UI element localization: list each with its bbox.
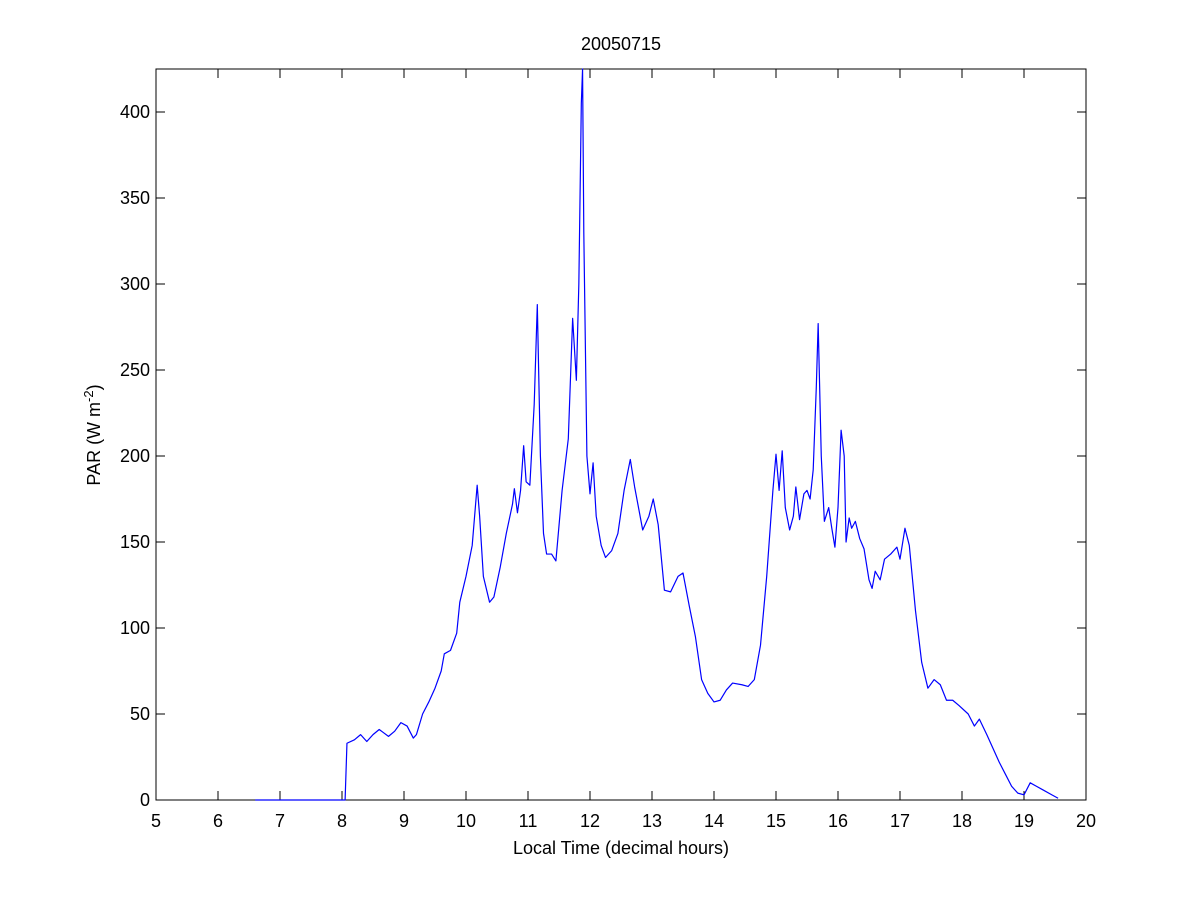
y-tick-label: 250: [120, 360, 150, 380]
x-tick-label: 14: [704, 811, 724, 831]
x-axis-label: Local Time (decimal hours): [513, 838, 729, 858]
x-tick-label: 5: [151, 811, 161, 831]
y-tick-label: 0: [140, 790, 150, 810]
x-tick-label: 9: [399, 811, 409, 831]
y-tick-label: 200: [120, 446, 150, 466]
x-tick-label: 18: [952, 811, 972, 831]
y-tick-label: 150: [120, 532, 150, 552]
x-tick-label: 17: [890, 811, 910, 831]
y-axis-label-suffix: ): [84, 384, 104, 390]
x-tick-label: 6: [213, 811, 223, 831]
x-tick-label: 12: [580, 811, 600, 831]
y-tick-label: 50: [130, 704, 150, 724]
y-axis-label: PAR (W m-2): [81, 384, 104, 485]
y-axis-label-superscript: -2: [81, 390, 96, 402]
x-tick-label: 19: [1014, 811, 1034, 831]
y-tick-label: 100: [120, 618, 150, 638]
data-line: [255, 68, 1059, 801]
y-tick-label: 300: [120, 274, 150, 294]
y-tick-label: 400: [120, 102, 150, 122]
x-tick-label: 16: [828, 811, 848, 831]
x-tick-label: 20: [1076, 811, 1096, 831]
x-tick-label: 7: [275, 811, 285, 831]
x-tick-label: 13: [642, 811, 662, 831]
y-axis-label-text: PAR (W m: [84, 402, 104, 486]
x-tick-label: 15: [766, 811, 786, 831]
x-tick-label: 8: [337, 811, 347, 831]
x-tick-label: 10: [456, 811, 476, 831]
y-tick-label: 350: [120, 188, 150, 208]
chart-title: 20050715: [581, 34, 661, 54]
x-tick-label: 11: [519, 811, 538, 831]
plot-area: [155, 68, 1087, 801]
